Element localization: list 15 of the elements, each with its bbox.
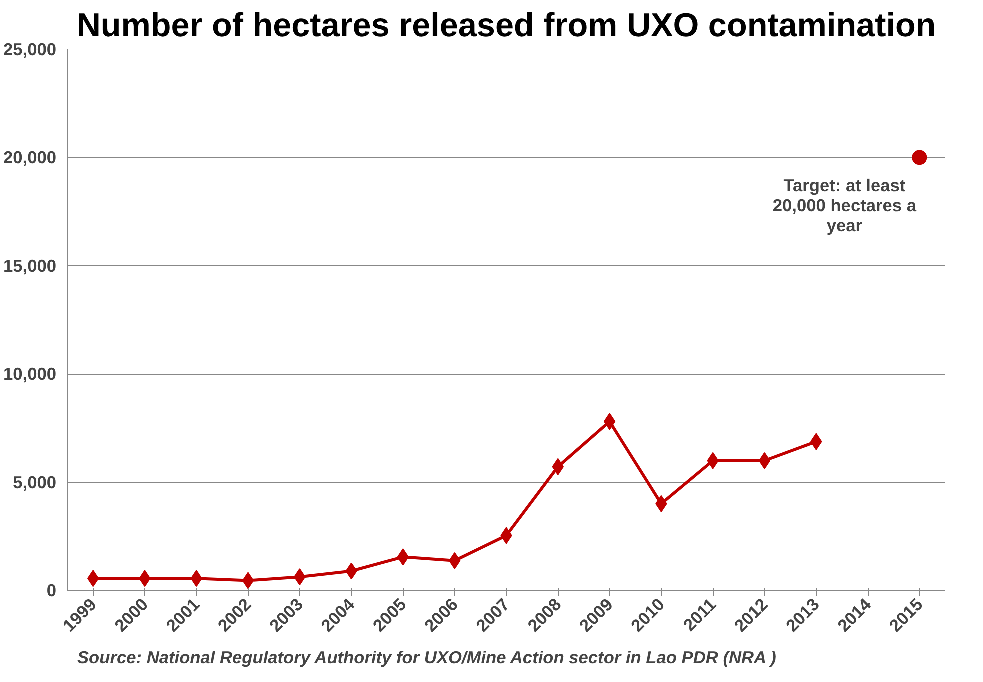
y-tick-label: 0	[46, 580, 57, 600]
y-tick-label: 20,000	[4, 148, 56, 168]
y-tick-label: 5,000	[13, 472, 57, 492]
point	[912, 150, 928, 166]
source-note: Source: National Regulatory Authority for UXO/Mine Action sector in Lao PDR (NRA )	[78, 648, 777, 668]
point	[604, 413, 616, 430]
point	[87, 570, 100, 588]
y-tick-label: 10,000	[4, 364, 56, 384]
point	[758, 452, 771, 470]
point	[397, 548, 410, 566]
y-tick-label: 15,000	[4, 256, 56, 276]
chart-title: Number of hectares released from UXO contamination	[76, 8, 936, 44]
annotation: Target: at least 20,000 hectares a year	[772, 176, 917, 236]
point	[242, 572, 254, 590]
y-tick-label: 25,000	[4, 40, 56, 60]
